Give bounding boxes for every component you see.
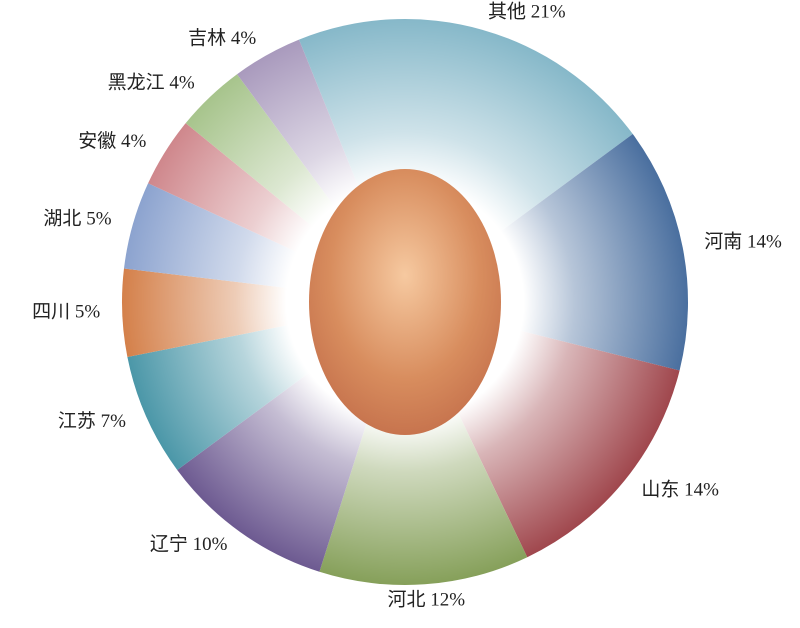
slice-label: 四川 5% xyxy=(32,302,100,323)
slice-value-label: 5% xyxy=(86,209,112,230)
slice-label: 其他 21% xyxy=(488,1,566,23)
slice-label: 河南 14% xyxy=(704,231,782,253)
slice-category: 江苏 xyxy=(58,410,96,432)
slice-category: 黑龙江 xyxy=(108,72,165,94)
slice-label: 山东 14% xyxy=(641,479,719,501)
slice-label: 湖北 5% xyxy=(43,208,111,230)
slice-label: 辽宁 10% xyxy=(150,533,228,555)
slice-value-label: 4% xyxy=(121,131,147,152)
slice-label: 安徽 4% xyxy=(78,130,146,152)
center-egg xyxy=(309,169,501,435)
labels: 其他 21%河南 14%山东 14%河北 12%辽宁 10%江苏 7%四川 5%… xyxy=(32,1,782,611)
slice-category: 山东 xyxy=(641,479,679,501)
slice-value-label: 14% xyxy=(747,232,782,253)
slice-value-label: 5% xyxy=(75,302,101,323)
slice-value-label: 10% xyxy=(193,534,228,555)
slice-category: 河北 xyxy=(387,589,425,611)
slice-value-label: 21% xyxy=(531,2,566,23)
slice-category: 安徽 xyxy=(78,130,116,152)
slice-category: 四川 xyxy=(32,302,70,323)
slice-category: 河南 xyxy=(704,231,742,253)
slice-category: 湖北 xyxy=(43,208,81,230)
slice-label: 河北 12% xyxy=(387,589,465,611)
slice-category: 辽宁 xyxy=(150,533,188,555)
slice-value-label: 4% xyxy=(231,28,257,49)
slice-label: 江苏 7% xyxy=(58,410,126,432)
slice-value-label: 12% xyxy=(430,590,465,611)
slice-category: 其他 xyxy=(488,1,526,23)
slice-value-label: 4% xyxy=(169,73,195,94)
slice-value-label: 7% xyxy=(101,411,127,432)
slice-label: 吉林 4% xyxy=(188,27,256,49)
slice-category: 吉林 xyxy=(188,27,226,49)
slice-value-label: 14% xyxy=(684,480,719,501)
slice-label: 黑龙江 4% xyxy=(108,72,195,94)
